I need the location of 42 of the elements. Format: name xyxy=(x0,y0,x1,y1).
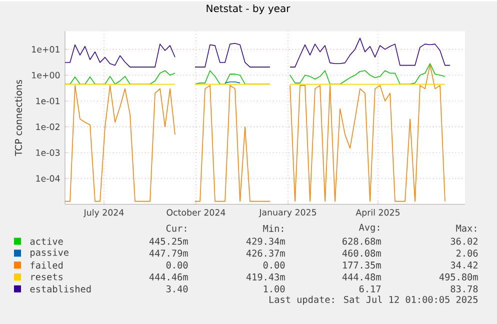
text: 0.00 xyxy=(263,261,285,268)
text: 426.37m xyxy=(246,250,285,257)
text: 36.02 xyxy=(450,238,478,245)
x-tick-label: April 2025 xyxy=(356,208,400,218)
y-axis-title: TCP connections xyxy=(14,80,22,156)
text: Max: xyxy=(456,224,476,232)
text: 419.43m xyxy=(246,273,285,280)
text: 447.79m xyxy=(149,250,188,257)
text: 83.78 xyxy=(450,285,478,292)
text: Cur: xyxy=(166,224,186,232)
y-tick-label: 1e-01 xyxy=(36,98,60,104)
legend-label: passive xyxy=(30,248,68,258)
x-tick-label: October 2024 xyxy=(166,208,226,216)
y-tick-label: 1e-02 xyxy=(36,123,60,130)
legend-label: established xyxy=(30,285,91,292)
text: 444.46m xyxy=(149,273,188,280)
chart-title: Netstat - by year xyxy=(206,4,290,14)
text: 3.40 xyxy=(166,285,188,292)
text: 460.08m xyxy=(342,250,381,257)
text: Last update: Sat Jul 12 01:00:05 2025 xyxy=(269,296,478,305)
text: 34.42 xyxy=(450,261,478,268)
y-tick-label: 1e+00 xyxy=(32,72,60,78)
text: 1.00 xyxy=(264,285,285,292)
legend-label: resets xyxy=(31,274,62,280)
text: 6.17 xyxy=(359,285,381,292)
text: 628.68m xyxy=(342,238,381,245)
text: 0.00 xyxy=(166,261,188,268)
legend-label: active xyxy=(30,238,63,245)
text: 445.25m xyxy=(149,238,188,245)
text: 429.34m xyxy=(246,238,285,245)
text: 177.35m xyxy=(343,261,381,268)
text: Min: xyxy=(263,224,284,232)
text: 444.48m xyxy=(342,273,381,280)
text: Avg: xyxy=(358,224,380,233)
x-tick-label: July 2024 xyxy=(83,208,124,218)
y-tick-label: 1e-03 xyxy=(36,149,60,156)
x-tick-label: January 2025 xyxy=(258,208,316,218)
y-tick-label: 1e-04 xyxy=(36,175,60,182)
text: 495.80m xyxy=(439,273,478,280)
legend-label: failed xyxy=(30,261,63,269)
text: 2.06 xyxy=(456,250,478,257)
y-tick-label: 1e+01 xyxy=(32,46,60,52)
